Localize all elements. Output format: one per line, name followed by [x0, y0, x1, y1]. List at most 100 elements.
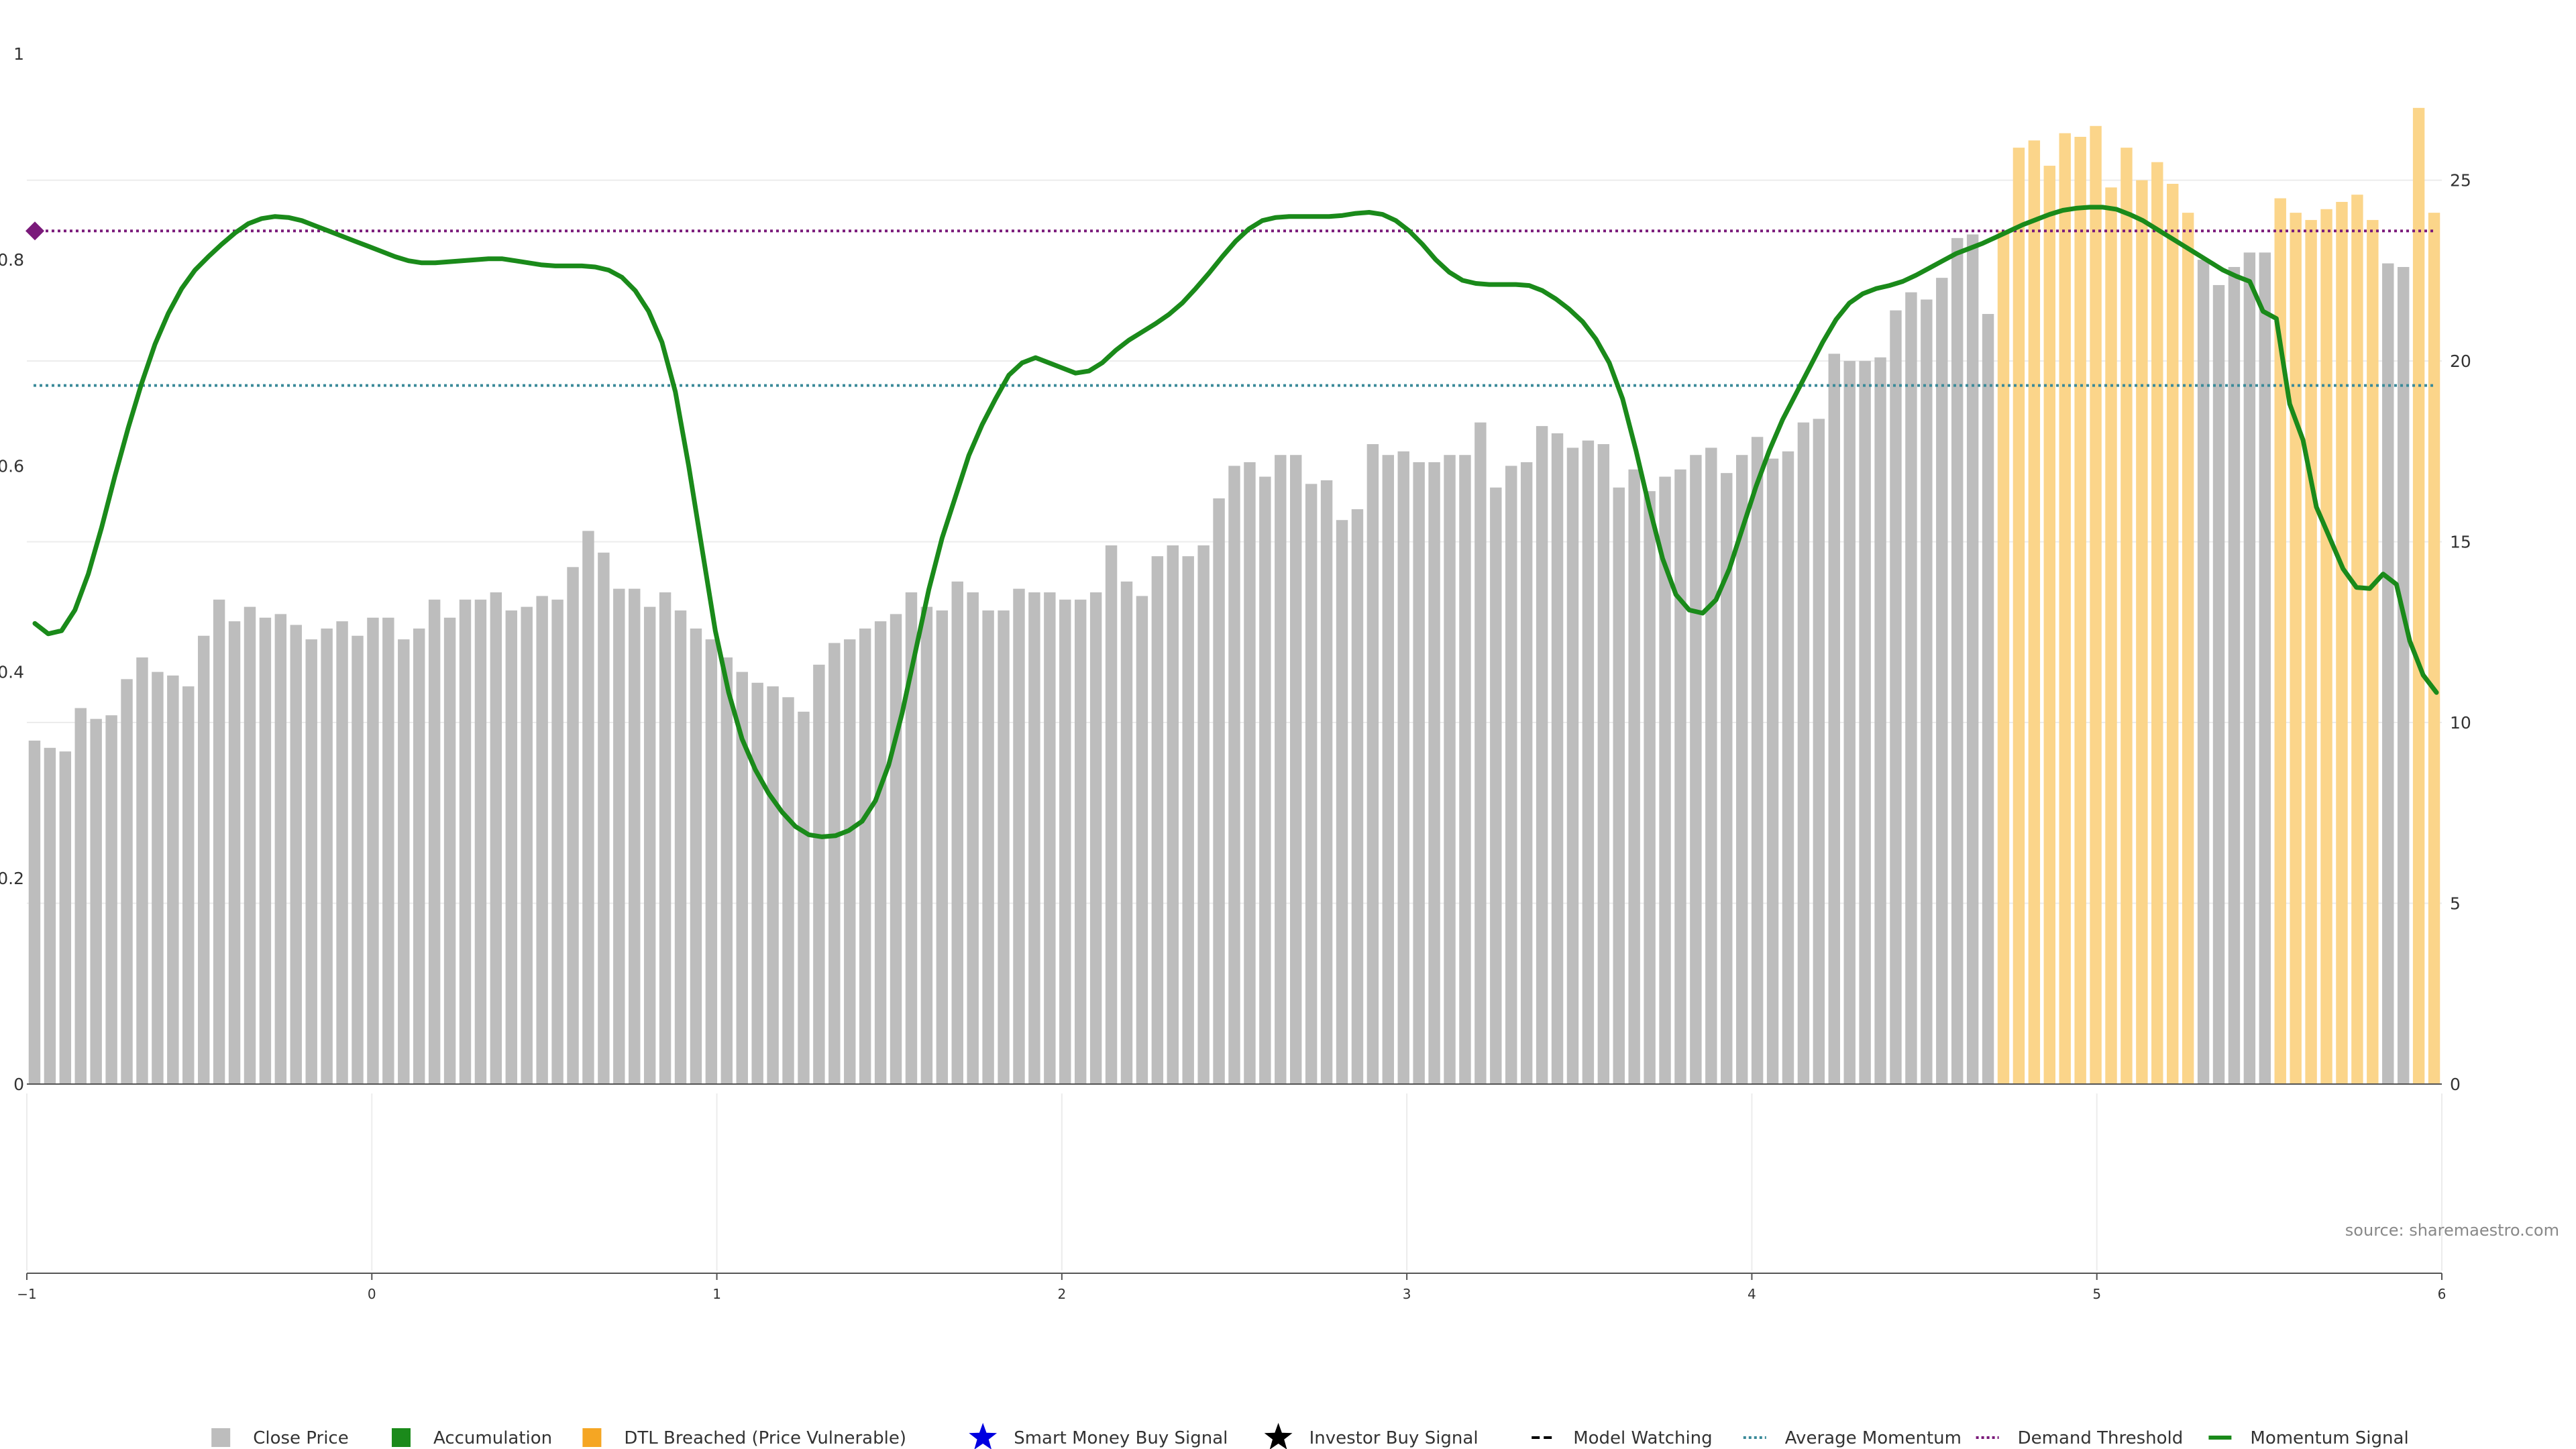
close-price-bar [90, 718, 102, 1084]
x-tick-label: 5 [2092, 1286, 2101, 1302]
close-price-bar [1797, 422, 1810, 1084]
close-price-bar [536, 596, 548, 1084]
close-price-bar [1228, 466, 1240, 1084]
legend-item: Close Price [211, 1428, 349, 1448]
momentum-signal-line [32, 205, 2439, 839]
x-tick-label: 6 [2438, 1286, 2447, 1302]
close-price-bar [567, 567, 579, 1084]
left-tick-label: 0.2 [0, 869, 24, 888]
x-tick-label: 4 [1748, 1286, 1756, 1302]
dtl-breached-bar [2305, 219, 2317, 1084]
close-price-bar [1459, 455, 1471, 1084]
close-price-bar [1644, 491, 1656, 1084]
close-price-bar [1843, 361, 1856, 1084]
close-price-bar [1551, 433, 1564, 1084]
close-price-bar [382, 617, 394, 1084]
close-price-bar [828, 643, 841, 1084]
close-price-bar [1444, 455, 1456, 1084]
close-price-bar [274, 614, 287, 1084]
legend-item: Accumulation [392, 1428, 552, 1448]
close-price-bar [1136, 596, 1148, 1084]
close-price-bar [259, 617, 272, 1084]
close-price-bar [967, 592, 979, 1084]
close-price-bar [228, 621, 241, 1084]
legend-label: Investor Buy Signal [1309, 1428, 1479, 1448]
close-price-bar [74, 708, 87, 1084]
x-tick-label: 1 [712, 1286, 721, 1302]
close-price-bar [1120, 581, 1133, 1084]
close-price-bar [674, 610, 687, 1084]
right-tick-label: 15 [2450, 533, 2471, 552]
star-icon [969, 1423, 998, 1449]
legend-label: Accumulation [433, 1428, 552, 1448]
close-price-bar [2243, 252, 2256, 1084]
dtl-breached-bar [2059, 133, 2071, 1084]
close-price-bar [1382, 455, 1395, 1084]
close-price-bar [720, 657, 733, 1084]
close-price-bar [551, 599, 564, 1084]
legend: Close Price Accumulation DTL Breached (Pri… [211, 1423, 2409, 1449]
close-price-bar [474, 599, 487, 1084]
close-price-bar [1074, 599, 1087, 1084]
dtl-breached-bar [2105, 187, 2117, 1084]
dtl-breached-bar [2121, 148, 2133, 1084]
close-price-bar [874, 621, 887, 1084]
close-price-bar [2259, 252, 2271, 1084]
close-price-bar [1566, 447, 1579, 1084]
close-price-bar [413, 628, 425, 1084]
dtl-breached-bar [2182, 213, 2194, 1084]
close-price-bar [321, 628, 333, 1084]
close-price-bar [998, 610, 1010, 1084]
axes [27, 1083, 2442, 1274]
close-price-bar [1890, 310, 1902, 1084]
close-price-bar [1613, 487, 1625, 1084]
legend-item: Model Watching [1532, 1428, 1713, 1448]
close-price-bar [1828, 354, 1840, 1084]
left-tick-label: 0.6 [0, 456, 24, 476]
close-price-bar [1813, 419, 1825, 1084]
close-price-bar [1490, 487, 1502, 1084]
close-price-bar [1735, 455, 1748, 1084]
right-tick-label: 0 [2450, 1075, 2461, 1094]
close-price-bar [844, 639, 856, 1084]
right-tick-label: 10 [2450, 713, 2471, 733]
close-price-bar [352, 635, 364, 1084]
x-tick-label: 3 [1403, 1286, 1411, 1302]
close-price-bar [598, 552, 610, 1084]
close-price-bar [582, 531, 594, 1084]
close-price-bar [1413, 462, 1425, 1084]
close-price-bar [1505, 466, 1517, 1084]
legend-label: Momentum Signal [2250, 1428, 2408, 1448]
close-price-bar [59, 751, 72, 1084]
dtl-breached-bar [2012, 148, 2025, 1084]
close-price-bar [1351, 509, 1364, 1084]
close-price-bar [890, 614, 902, 1084]
close-price-bar [305, 639, 317, 1084]
star-icon [1264, 1423, 1293, 1449]
right-tick-label: 25 [2450, 171, 2471, 191]
legend-item: Demand Threshold [1976, 1428, 2183, 1448]
close-price-bar [505, 610, 518, 1084]
momentum-series [32, 205, 2439, 839]
close-price-bar [244, 606, 256, 1084]
close-price-bar [182, 686, 195, 1084]
left-tick-label: 1 [13, 44, 24, 64]
legend-label: Smart Money Buy Signal [1014, 1428, 1228, 1448]
close-price-bar [629, 588, 641, 1084]
x-tick-label: −1 [17, 1286, 36, 1302]
legend-label: Average Momentum [1785, 1428, 1962, 1448]
close-price-bar [167, 675, 179, 1084]
close-price-bar [1966, 234, 1979, 1085]
close-price-bar [1705, 447, 1717, 1084]
close-price-bar [1013, 588, 1025, 1084]
dtl-breached-bar [2136, 180, 2148, 1084]
close-price-bar [1290, 455, 1302, 1084]
legend-label: DTL Breached (Price Vulnerable) [624, 1428, 906, 1448]
close-price-bar [1151, 556, 1164, 1084]
demand-threshold-marker [25, 221, 44, 241]
close-price-bar [28, 741, 41, 1084]
close-price-bar [1628, 469, 1640, 1084]
close-price-bar [152, 672, 164, 1084]
close-price-bar [1597, 444, 1610, 1084]
close-price-bar [1366, 444, 1379, 1084]
